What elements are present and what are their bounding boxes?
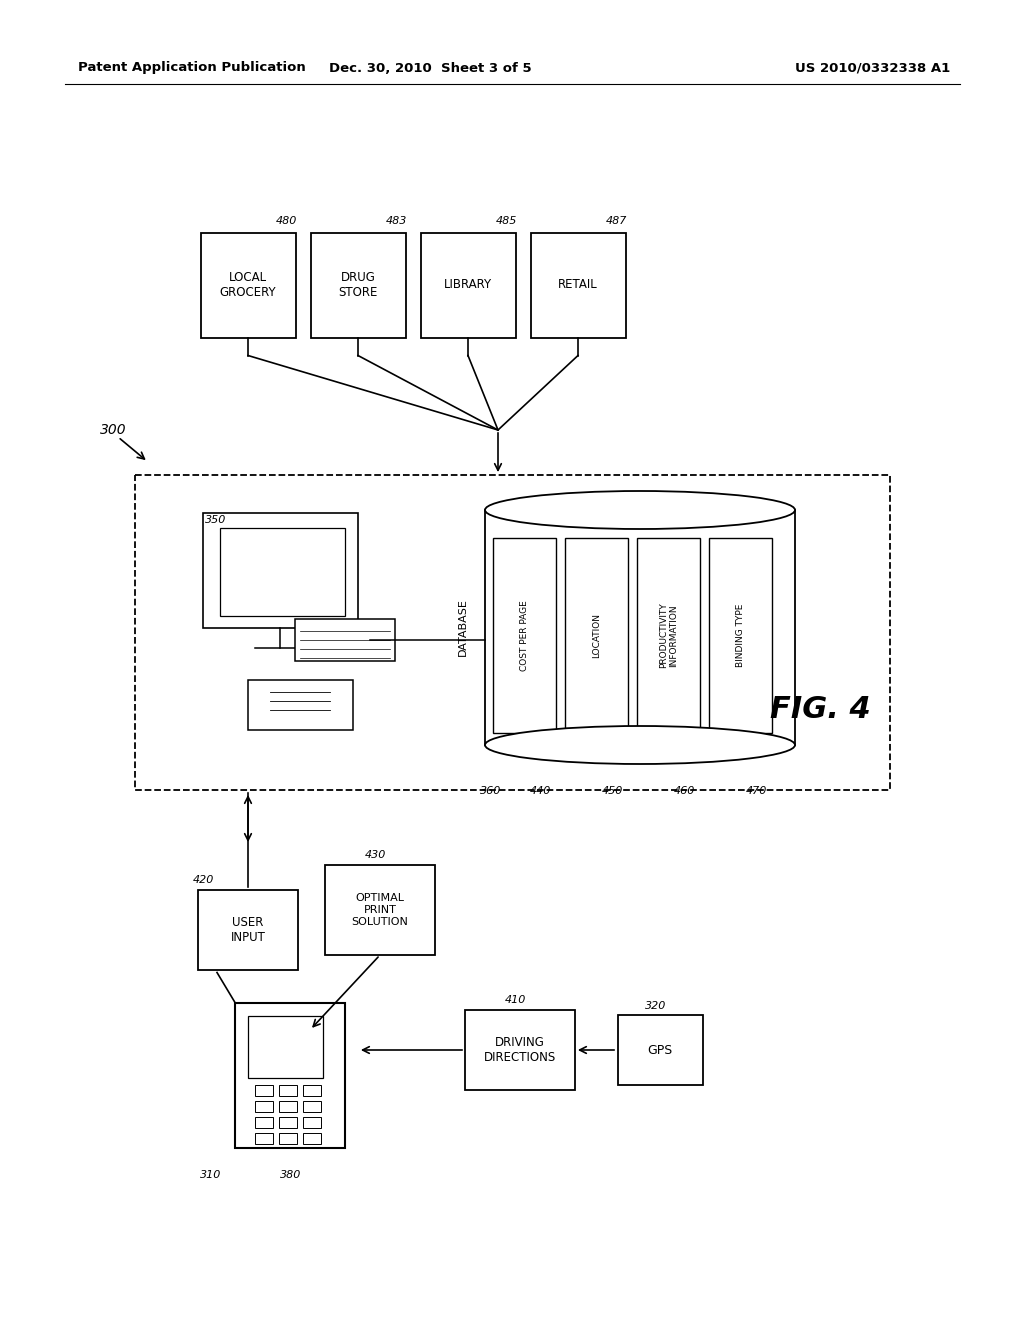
Text: DATABASE: DATABASE: [458, 598, 468, 656]
Text: 483: 483: [386, 215, 408, 226]
FancyBboxPatch shape: [219, 528, 344, 616]
Text: 440: 440: [529, 785, 551, 796]
FancyBboxPatch shape: [255, 1133, 273, 1143]
Text: 485: 485: [496, 215, 517, 226]
Text: 430: 430: [365, 850, 386, 861]
Text: 320: 320: [645, 1001, 667, 1011]
FancyBboxPatch shape: [530, 232, 626, 338]
FancyBboxPatch shape: [255, 1085, 273, 1096]
Text: GPS: GPS: [647, 1044, 673, 1056]
Text: RETAIL: RETAIL: [558, 279, 598, 292]
FancyBboxPatch shape: [303, 1085, 321, 1096]
FancyBboxPatch shape: [421, 232, 515, 338]
Text: 470: 470: [745, 785, 767, 796]
FancyBboxPatch shape: [295, 619, 395, 661]
Text: COST PER PAGE: COST PER PAGE: [520, 601, 529, 671]
Text: Dec. 30, 2010  Sheet 3 of 5: Dec. 30, 2010 Sheet 3 of 5: [329, 62, 531, 74]
Text: 480: 480: [276, 215, 297, 226]
FancyBboxPatch shape: [203, 512, 357, 627]
Text: LOCATION: LOCATION: [592, 612, 601, 657]
Text: PRODUCTIVITY
INFORMATION: PRODUCTIVITY INFORMATION: [658, 603, 678, 668]
FancyBboxPatch shape: [465, 1010, 575, 1090]
Text: BINDING TYPE: BINDING TYPE: [736, 603, 745, 667]
Text: Patent Application Publication: Patent Application Publication: [78, 62, 306, 74]
FancyBboxPatch shape: [234, 1002, 345, 1147]
Text: USER
INPUT: USER INPUT: [230, 916, 265, 944]
FancyBboxPatch shape: [279, 1133, 297, 1143]
Text: DRIVING
DIRECTIONS: DRIVING DIRECTIONS: [484, 1036, 556, 1064]
FancyBboxPatch shape: [493, 539, 556, 733]
FancyBboxPatch shape: [248, 680, 352, 730]
FancyBboxPatch shape: [201, 232, 296, 338]
Text: OPTIMAL
PRINT
SOLUTION: OPTIMAL PRINT SOLUTION: [351, 894, 409, 927]
Text: FIG. 4: FIG. 4: [770, 696, 870, 725]
FancyBboxPatch shape: [303, 1133, 321, 1143]
FancyBboxPatch shape: [617, 1015, 702, 1085]
FancyBboxPatch shape: [255, 1101, 273, 1111]
FancyBboxPatch shape: [303, 1117, 321, 1127]
Text: 360: 360: [480, 785, 502, 796]
FancyBboxPatch shape: [310, 232, 406, 338]
FancyBboxPatch shape: [255, 1117, 273, 1127]
FancyBboxPatch shape: [325, 865, 435, 954]
Text: 380: 380: [280, 1170, 301, 1180]
Bar: [485, 510, 795, 744]
Text: DRUG
STORE: DRUG STORE: [338, 271, 378, 300]
Text: 487: 487: [606, 215, 628, 226]
FancyBboxPatch shape: [637, 539, 700, 733]
Text: 300: 300: [100, 422, 127, 437]
Text: 460: 460: [674, 785, 695, 796]
FancyBboxPatch shape: [279, 1101, 297, 1111]
FancyBboxPatch shape: [279, 1085, 297, 1096]
FancyBboxPatch shape: [709, 539, 772, 733]
Text: US 2010/0332338 A1: US 2010/0332338 A1: [795, 62, 950, 74]
Ellipse shape: [485, 491, 795, 529]
FancyBboxPatch shape: [248, 1016, 323, 1078]
FancyBboxPatch shape: [565, 539, 628, 733]
FancyBboxPatch shape: [198, 890, 298, 970]
Text: 310: 310: [200, 1170, 221, 1180]
Text: LIBRARY: LIBRARY: [444, 279, 493, 292]
FancyBboxPatch shape: [303, 1101, 321, 1111]
Text: 420: 420: [193, 875, 214, 884]
FancyBboxPatch shape: [279, 1117, 297, 1127]
Text: 350: 350: [205, 515, 226, 525]
Ellipse shape: [485, 726, 795, 764]
Text: LOCAL
GROCERY: LOCAL GROCERY: [220, 271, 276, 300]
Text: 450: 450: [601, 785, 623, 796]
Text: 410: 410: [505, 995, 526, 1005]
